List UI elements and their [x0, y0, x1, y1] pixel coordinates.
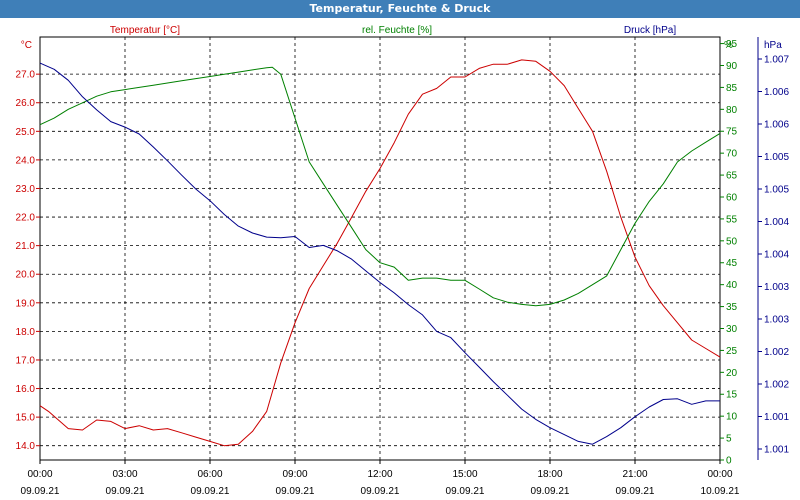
x-axis-tick-time: 00:00 — [707, 469, 732, 480]
x-axis-tick-date: 09.09.21 — [446, 486, 485, 497]
right1-axis-unit: % — [724, 40, 733, 51]
right1-axis-tick-label: 60 — [726, 192, 738, 203]
x-axis-tick-time: 12:00 — [367, 469, 392, 480]
x-axis-tick-time: 21:00 — [622, 469, 647, 480]
x-axis-tick-date: 10.09.21 — [701, 486, 740, 497]
window-title: Temperatur, Feuchte & Druck — [0, 0, 800, 18]
x-axis-tick-date: 09.09.21 — [616, 486, 655, 497]
left-axis-tick-label: 24.0 — [16, 155, 36, 166]
left-axis-tick-label: 25.0 — [16, 127, 36, 138]
right2-axis-tick-label: 1.002 — [764, 347, 789, 358]
left-axis-tick-label: 27.0 — [16, 70, 36, 81]
right2-axis-tick-label: 1.006 — [764, 120, 789, 131]
x-axis-tick-time: 06:00 — [197, 469, 222, 480]
right1-axis-tick-label: 65 — [726, 171, 738, 182]
right1-axis-tick-label: 80 — [726, 105, 738, 116]
left-axis-tick-label: 19.0 — [16, 298, 36, 309]
x-axis-tick-date: 09.09.21 — [106, 486, 145, 497]
left-axis-tick-label: 18.0 — [16, 327, 36, 338]
temperature-line — [39, 59, 721, 447]
right1-axis-tick-label: 30 — [726, 324, 738, 335]
right1-axis-tick-label: 75 — [726, 127, 738, 138]
left-axis-unit: °C — [21, 40, 32, 51]
x-axis-tick-date: 09.09.21 — [276, 486, 315, 497]
right1-axis-tick-label: 90 — [726, 61, 738, 72]
humidity-line — [39, 66, 721, 307]
legend-pressure: Druck [hPa] — [624, 25, 676, 36]
x-axis-tick-time: 15:00 — [452, 469, 477, 480]
right1-axis-tick-label: 10 — [726, 412, 738, 423]
right1-axis-tick-label: 55 — [726, 214, 738, 225]
right1-axis-tick-label: 20 — [726, 368, 738, 379]
right1-axis-tick-label: 35 — [726, 302, 738, 313]
right2-axis-tick-label: 1.002 — [764, 380, 789, 391]
x-axis-tick-date: 09.09.21 — [531, 486, 570, 497]
left-axis-tick-label: 14.0 — [16, 441, 36, 452]
right2-axis-tick-label: 1.006 — [764, 87, 789, 98]
right2-axis-tick-label: 1.005 — [764, 152, 789, 163]
x-axis-tick-date: 09.09.21 — [21, 486, 60, 497]
right1-axis-tick-label: 5 — [726, 434, 732, 445]
right1-axis-tick-label: 70 — [726, 149, 738, 160]
left-axis-tick-label: 21.0 — [16, 241, 36, 252]
pressure-line — [39, 62, 720, 445]
right1-axis-tick-label: 85 — [726, 83, 738, 94]
left-axis-tick-label: 22.0 — [16, 213, 36, 224]
right2-axis-tick-label: 1.001 — [764, 445, 789, 456]
left-axis-tick-label: 26.0 — [16, 98, 36, 109]
left-axis-tick-label: 17.0 — [16, 355, 36, 366]
left-axis-tick-label: 15.0 — [16, 413, 36, 424]
right2-axis-tick-label: 1.001 — [764, 412, 789, 423]
x-axis-tick-time: 03:00 — [112, 469, 137, 480]
x-axis-tick-time: 18:00 — [537, 469, 562, 480]
right1-axis-tick-label: 15 — [726, 390, 738, 401]
right1-axis-tick-label: 45 — [726, 258, 738, 269]
right2-axis-tick-label: 1.005 — [764, 185, 789, 196]
right2-axis-tick-label: 1.003 — [764, 315, 789, 326]
x-axis-tick-date: 09.09.21 — [191, 486, 230, 497]
x-axis-tick-time: 09:00 — [282, 469, 307, 480]
left-axis-tick-label: 20.0 — [16, 270, 36, 281]
right2-axis-tick-label: 1.004 — [764, 250, 789, 261]
right1-axis-tick-label: 50 — [726, 236, 738, 247]
legend-humidity: rel. Feuchte [%] — [362, 25, 432, 36]
right2-axis-tick-label: 1.003 — [764, 282, 789, 293]
right1-axis-tick-label: 25 — [726, 346, 738, 357]
right2-axis-tick-label: 1.004 — [764, 217, 789, 228]
right1-axis-tick-label: 95 — [726, 39, 738, 50]
legend-temperature: Temperatur [°C] — [110, 25, 180, 36]
x-axis-tick-time: 00:00 — [27, 469, 52, 480]
x-axis-tick-date: 09.09.21 — [361, 486, 400, 497]
right1-axis-tick-label: 0 — [726, 456, 732, 467]
left-axis-tick-label: 16.0 — [16, 384, 36, 395]
right2-axis-unit: hPa — [764, 40, 782, 51]
right2-axis-tick-label: 1.007 — [764, 55, 789, 66]
left-axis-tick-label: 23.0 — [16, 184, 36, 195]
right1-axis-tick-label: 40 — [726, 280, 738, 291]
